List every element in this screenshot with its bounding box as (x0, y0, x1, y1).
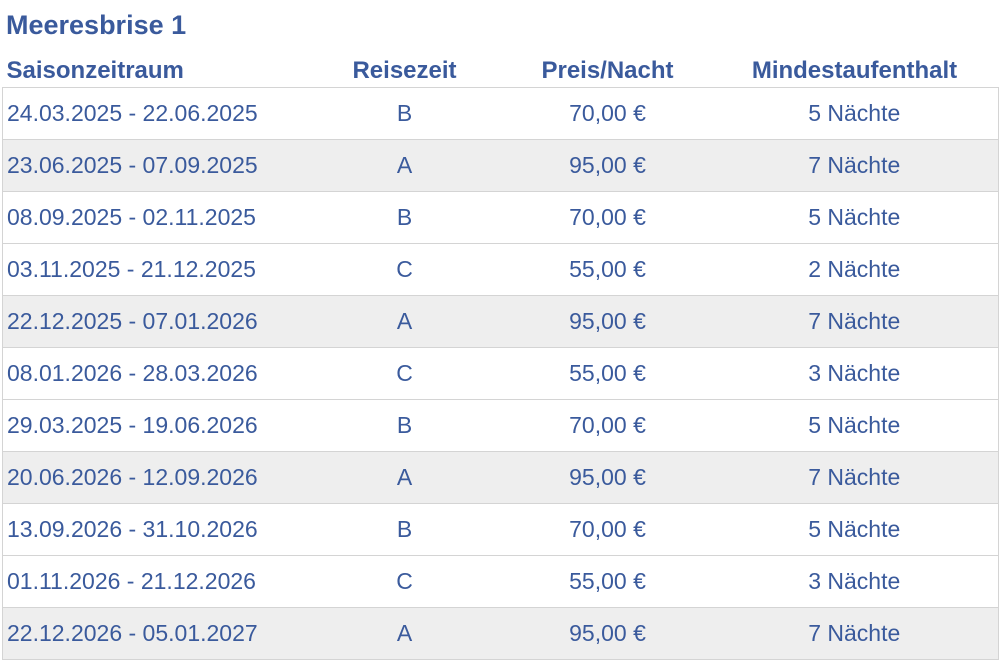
season-period-cell: 01.11.2026 - 21.12.2026 (2, 555, 305, 608)
page-title: Meeresbrise 1 (6, 10, 187, 40)
table-row: 22.12.2026 - 05.01.2027 A 95,00 € 7 Näch… (2, 607, 999, 660)
minimum-stay-cell: 7 Nächte (710, 451, 999, 504)
season-period-cell: 20.06.2026 - 12.09.2026 (2, 451, 305, 504)
table-row: 13.09.2026 - 31.10.2026 B 70,00 € 5 Näch… (2, 503, 999, 556)
table-row: 29.03.2025 - 19.06.2026 B 70,00 € 5 Näch… (2, 399, 999, 452)
season-period-cell: 29.03.2025 - 19.06.2026 (2, 399, 305, 452)
minimum-stay-cell: 5 Nächte (710, 399, 999, 452)
minimum-stay-cell: 5 Nächte (710, 87, 999, 140)
price-per-night-cell: 95,00 € (504, 295, 711, 348)
table-row: 23.06.2025 - 07.09.2025 A 95,00 € 7 Näch… (2, 139, 999, 192)
minimum-stay-cell: 3 Nächte (710, 347, 999, 400)
price-per-night-cell: 70,00 € (504, 87, 711, 140)
season-period-cell: 08.09.2025 - 02.11.2025 (2, 191, 305, 244)
price-per-night-cell: 55,00 € (504, 555, 711, 608)
table-row: 01.11.2026 - 21.12.2026 C 55,00 € 3 Näch… (2, 555, 999, 608)
table-row: 20.06.2026 - 12.09.2026 A 95,00 € 7 Näch… (2, 451, 999, 504)
season-period-cell: 23.06.2025 - 07.09.2025 (2, 139, 305, 192)
season-price-table: Saisonzeitraum Reisezeit Preis/Nacht Min… (2, 55, 999, 660)
minimum-stay-cell: 7 Nächte (710, 295, 999, 348)
season-period-cell: 08.01.2026 - 28.03.2026 (2, 347, 305, 400)
minimum-stay-cell: 3 Nächte (710, 555, 999, 608)
table-row: 08.09.2025 - 02.11.2025 B 70,00 € 5 Näch… (2, 191, 999, 244)
column-header-saisonzeitraum: Saisonzeitraum (2, 55, 305, 88)
travel-period-cell: A (304, 295, 505, 348)
travel-period-cell: B (304, 87, 505, 140)
table-row: 08.01.2026 - 28.03.2026 C 55,00 € 3 Näch… (2, 347, 999, 400)
table-row: 03.11.2025 - 21.12.2025 C 55,00 € 2 Näch… (2, 243, 999, 296)
travel-period-cell: B (304, 503, 505, 556)
minimum-stay-cell: 7 Nächte (710, 139, 999, 192)
table-header-row: Saisonzeitraum Reisezeit Preis/Nacht Min… (2, 55, 999, 88)
column-header-reisezeit: Reisezeit (304, 55, 505, 88)
price-per-night-cell: 70,00 € (504, 503, 711, 556)
minimum-stay-cell: 5 Nächte (710, 503, 999, 556)
travel-period-cell: A (304, 607, 505, 660)
price-per-night-cell: 95,00 € (504, 607, 711, 660)
price-per-night-cell: 95,00 € (504, 451, 711, 504)
minimum-stay-cell: 2 Nächte (710, 243, 999, 296)
minimum-stay-cell: 5 Nächte (710, 191, 999, 244)
column-header-preis-nacht: Preis/Nacht (504, 55, 711, 88)
travel-period-cell: C (304, 555, 505, 608)
season-period-cell: 24.03.2025 - 22.06.2025 (2, 87, 305, 140)
travel-period-cell: C (304, 347, 505, 400)
table-row: 22.12.2025 - 07.01.2026 A 95,00 € 7 Näch… (2, 295, 999, 348)
travel-period-cell: A (304, 139, 505, 192)
season-period-cell: 22.12.2026 - 05.01.2027 (2, 607, 305, 660)
price-per-night-cell: 55,00 € (504, 243, 711, 296)
table-row: 24.03.2025 - 22.06.2025 B 70,00 € 5 Näch… (2, 87, 999, 140)
price-per-night-cell: 55,00 € (504, 347, 711, 400)
season-period-cell: 03.11.2025 - 21.12.2025 (2, 243, 305, 296)
season-period-cell: 13.09.2026 - 31.10.2026 (2, 503, 305, 556)
travel-period-cell: A (304, 451, 505, 504)
season-period-cell: 22.12.2025 - 07.01.2026 (2, 295, 305, 348)
travel-period-cell: B (304, 191, 505, 244)
price-per-night-cell: 70,00 € (504, 399, 711, 452)
column-header-mindestaufenthalt: Mindestaufenthalt (710, 55, 999, 88)
price-per-night-cell: 95,00 € (504, 139, 711, 192)
travel-period-cell: C (304, 243, 505, 296)
minimum-stay-cell: 7 Nächte (710, 607, 999, 660)
travel-period-cell: B (304, 399, 505, 452)
price-per-night-cell: 70,00 € (504, 191, 711, 244)
